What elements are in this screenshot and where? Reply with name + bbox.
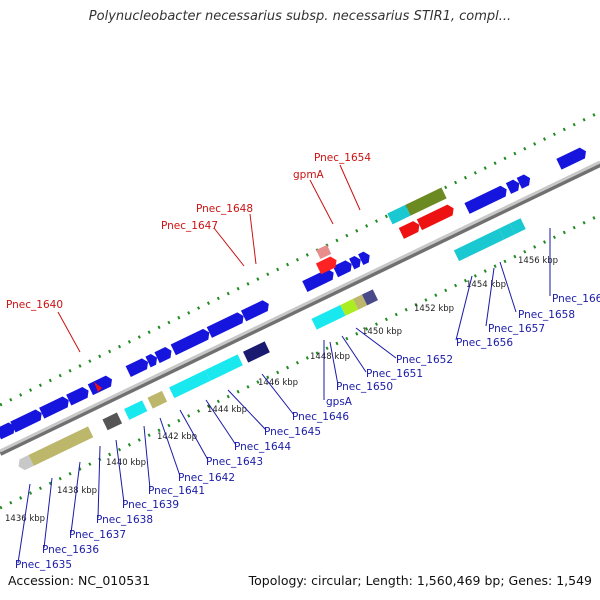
gene-label[interactable]: Pnec_1650 bbox=[336, 381, 393, 393]
gene-label[interactable]: Pnec_1646 bbox=[292, 411, 349, 423]
map-title: Polynucleobacter necessarius subsp. nece… bbox=[88, 9, 512, 24]
gene-label[interactable]: Pnec_1641 bbox=[148, 485, 205, 497]
gene-block[interactable] bbox=[332, 259, 354, 278]
gene-block-cyan[interactable] bbox=[453, 228, 505, 262]
gene-block[interactable] bbox=[145, 352, 159, 368]
gene-block-slate[interactable] bbox=[361, 289, 378, 306]
gene-block-lime[interactable] bbox=[340, 298, 359, 316]
gene-block[interactable] bbox=[87, 374, 115, 396]
gene-block[interactable] bbox=[464, 184, 509, 214]
scale-labels: 1436 kbp 1438 kbp 1440 kbp 1442 kbp 1444… bbox=[5, 256, 558, 524]
scale-label: 1446 kbp bbox=[258, 378, 298, 388]
gene-block-cyan[interactable] bbox=[387, 204, 411, 225]
gene-block-khaki[interactable] bbox=[147, 390, 168, 409]
gene-block[interactable] bbox=[516, 173, 533, 189]
gene-label[interactable]: Pnec_1654 bbox=[314, 152, 371, 164]
gene-features bbox=[0, 146, 588, 472]
gene-block-grey[interactable] bbox=[16, 455, 34, 472]
gene-block-navy[interactable] bbox=[243, 341, 270, 363]
gene-block[interactable] bbox=[358, 250, 372, 266]
red-leader-lines bbox=[57, 164, 361, 353]
gene-block[interactable] bbox=[505, 178, 522, 194]
gene-label[interactable]: Pnec_1648 bbox=[196, 203, 253, 215]
gene-block[interactable] bbox=[125, 357, 151, 377]
gene-block[interactable] bbox=[556, 146, 588, 170]
gene-label[interactable]: Pnec_1656 bbox=[456, 337, 513, 349]
scale-label: 1442 kbp bbox=[157, 432, 197, 442]
backbone-shadow bbox=[0, 161, 600, 456]
gene-label[interactable]: Pnec_1642 bbox=[178, 472, 235, 484]
gene-label[interactable]: Pnec_1651 bbox=[366, 368, 423, 380]
gene-block-olive[interactable] bbox=[405, 187, 447, 216]
gene-block-darkgrey[interactable] bbox=[102, 412, 123, 431]
gene-block[interactable] bbox=[39, 395, 71, 419]
gene-block-cyan[interactable] bbox=[509, 218, 526, 235]
gene-label[interactable]: Pnec_1644 bbox=[234, 441, 291, 453]
gene-label[interactable]: Pnec_1643 bbox=[206, 456, 263, 468]
blue-leader-lines bbox=[17, 228, 551, 564]
gene-labels-red: Pnec_1640 Pnec_1647 Pnec_1648 gpmA Pnec_… bbox=[6, 152, 371, 311]
gene-label[interactable]: Pnec_1635 bbox=[15, 559, 72, 571]
gene-label[interactable]: Pnec_1660 bbox=[552, 293, 600, 305]
gene-block[interactable] bbox=[0, 421, 17, 440]
scale-label: 1438 kbp bbox=[57, 486, 97, 496]
gene-block-cyan[interactable] bbox=[311, 304, 346, 330]
gene-block[interactable] bbox=[66, 385, 91, 406]
gene-block-cyan[interactable] bbox=[205, 354, 243, 381]
gene-block[interactable] bbox=[170, 327, 212, 356]
gene-label[interactable]: Pnec_1639 bbox=[122, 499, 179, 511]
gene-label[interactable]: gpsA bbox=[326, 396, 353, 408]
gene-block-cyan[interactable] bbox=[169, 370, 211, 399]
scale-label: 1448 kbp bbox=[310, 352, 350, 362]
gene-label[interactable]: Pnec_1640 bbox=[6, 299, 63, 311]
rna-feature[interactable] bbox=[316, 244, 332, 260]
scale-label: 1456 kbp bbox=[518, 256, 558, 266]
gene-block-khaki[interactable] bbox=[28, 426, 94, 466]
scale-label: 1450 kbp bbox=[362, 327, 402, 337]
topology-text: Topology: circular; Length: 1,560,469 bp… bbox=[248, 573, 592, 588]
rna-feature[interactable] bbox=[416, 203, 456, 231]
outer-dotted-track bbox=[0, 110, 600, 407]
accession-text: Accession: NC_010531 bbox=[8, 573, 151, 588]
scale-label: 1440 kbp bbox=[106, 458, 146, 468]
gene-label[interactable]: gpmA bbox=[293, 169, 325, 181]
backbone bbox=[0, 160, 600, 453]
gene-block[interactable] bbox=[302, 267, 336, 292]
gene-block[interactable] bbox=[349, 254, 363, 270]
gene-labels-blue: Pnec_1635 Pnec_1636 Pnec_1637 Pnec_1638 … bbox=[15, 293, 600, 571]
scale-label: 1444 kbp bbox=[207, 405, 247, 415]
scale-label: 1454 kbp bbox=[466, 280, 506, 290]
gene-label[interactable]: Pnec_1638 bbox=[96, 514, 153, 526]
gene-block-cyan[interactable] bbox=[498, 223, 515, 240]
gene-label[interactable]: Pnec_1657 bbox=[488, 323, 545, 335]
gene-block[interactable] bbox=[10, 408, 44, 433]
gene-block-cyan[interactable] bbox=[124, 400, 148, 420]
gene-label[interactable]: Pnec_1658 bbox=[518, 309, 575, 321]
scale-label: 1452 kbp bbox=[414, 304, 454, 314]
gene-block[interactable] bbox=[240, 298, 271, 322]
gene-label[interactable]: Pnec_1637 bbox=[69, 529, 126, 541]
gene-label[interactable]: Pnec_1647 bbox=[161, 220, 218, 232]
gene-block[interactable] bbox=[206, 311, 246, 338]
rna-feature[interactable] bbox=[315, 255, 339, 275]
gene-label[interactable]: Pnec_1652 bbox=[396, 354, 453, 366]
gene-block[interactable] bbox=[154, 345, 174, 364]
rna-arrow-pnec-1640[interactable] bbox=[94, 382, 102, 392]
gene-block-khaki[interactable] bbox=[352, 294, 368, 310]
gene-label[interactable]: Pnec_1645 bbox=[264, 426, 321, 438]
gene-label[interactable]: Pnec_1636 bbox=[42, 544, 99, 556]
rna-feature[interactable] bbox=[398, 219, 422, 239]
